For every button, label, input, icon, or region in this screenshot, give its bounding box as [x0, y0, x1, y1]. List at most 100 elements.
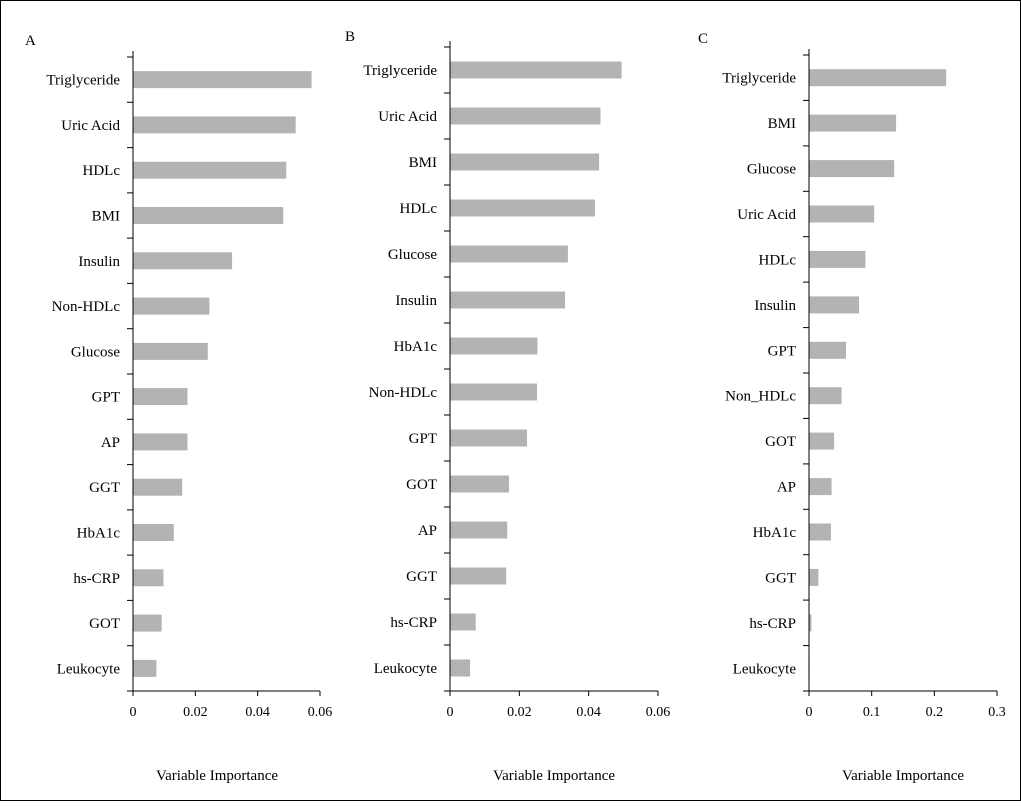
panel-b-category-label-0: Triglyceride [363, 63, 437, 79]
panel-c-category-label-2: Glucose [747, 162, 796, 178]
panel-c-bar-12 [809, 614, 812, 632]
panel-b-category-label-3: HDLc [400, 201, 438, 217]
panel-b-category-label-8: GPT [409, 431, 437, 447]
panel-a-bar-8 [133, 433, 188, 451]
panel-c-x-tick-label-2: 0.2 [926, 705, 944, 720]
panel-b-bar-0 [450, 61, 622, 79]
panel-a-category-label-0: Triglyceride [46, 73, 120, 89]
panel-b-category-label-2: BMI [409, 155, 437, 171]
panel-c-bar-5 [809, 296, 860, 314]
panel-c-category-label-10: HbA1c [753, 525, 797, 541]
panel-b-bar-12 [450, 613, 476, 631]
panel-a-category-label-6: Glucose [71, 344, 120, 360]
panel-c-category-label-3: Uric Acid [737, 207, 796, 223]
panel-a-bar-1 [133, 116, 296, 134]
panel-c-bar-0 [809, 69, 947, 87]
panel-b-category-label-4: Glucose [388, 247, 437, 263]
panel-a-category-label-7: GPT [92, 390, 120, 406]
panel-a-category-label-4: Insulin [78, 254, 120, 270]
panel-a-category-label-5: Non-HDLc [52, 299, 121, 315]
panel-a-category-label-11: hs-CRP [73, 571, 120, 587]
panel-c-letter: C [698, 31, 708, 47]
panel-c-category-label-1: BMI [768, 116, 796, 132]
panel-b-category-label-7: Non-HDLc [369, 385, 438, 401]
panel-c-category-label-11: GGT [765, 570, 796, 586]
panel-b-x-axis-title: Variable Importance [493, 768, 615, 784]
panel-b-bar-8 [450, 429, 527, 447]
panel-b: B Variable Importance Triglyceride Uric A… [345, 29, 670, 784]
panel-c-category-label-9: AP [777, 480, 796, 496]
panel-a-category-label-2: HDLc [83, 163, 121, 179]
panel-b-x-tick-label-0: 0 [447, 705, 454, 720]
panel-c-category-label-4: HDLc [759, 252, 797, 268]
panel-a-bar-10 [133, 524, 174, 541]
panel-b-bar-10 [450, 521, 508, 539]
panel-a-category-label-8: AP [101, 435, 120, 451]
panel-a-x-tick-label-0: 0 [130, 705, 137, 720]
panel-a-bar-12 [133, 614, 162, 632]
panel-a-bar-4 [133, 252, 233, 270]
panel-b-bar-13 [450, 659, 471, 677]
panel-c-bar-6 [809, 341, 846, 359]
panel-a-bar-3 [133, 207, 284, 224]
panel-b-bar-6 [450, 337, 538, 355]
panel-c-bar-1 [809, 114, 897, 132]
panel-a-category-label-3: BMI [92, 209, 120, 225]
panel-a-category-label-13: Leukocyte [57, 661, 121, 677]
panel-b-x-tick-label-2: 0.04 [576, 705, 601, 720]
panel-c-bar-11 [809, 568, 819, 586]
panel-c-category-label-7: Non_HDLc [725, 389, 796, 405]
panel-c-bar-2 [809, 160, 895, 178]
panel-b-bar-2 [450, 153, 600, 171]
panel-a-bar-7 [133, 388, 188, 406]
panel-b-bar-11 [450, 567, 507, 585]
panel-b-x-tick-label-3: 0.06 [646, 705, 671, 720]
panel-a-x-tick-label-1: 0.02 [183, 705, 208, 720]
panel-a-category-label-10: HbA1c [77, 526, 121, 542]
panel-c-category-label-6: GPT [768, 343, 796, 359]
panel-b-category-label-10: AP [418, 523, 437, 539]
panel-a: A Variable Importance Triglyceride Uric A… [25, 33, 332, 784]
panel-c-category-label-12: hs-CRP [749, 616, 796, 632]
panel-b-bar-1 [450, 107, 601, 125]
panel-b-bar-9 [450, 475, 509, 493]
panel-c-category-label-13: Leukocyte [733, 661, 797, 677]
panel-b-category-label-1: Uric Acid [378, 109, 437, 125]
panel-a-category-label-1: Uric Acid [61, 118, 120, 134]
panel-c-bar-10 [809, 523, 831, 541]
panel-c-x-tick-label-3: 0.3 [988, 705, 1006, 720]
panel-a-bar-6 [133, 342, 208, 360]
panel-a-x-tick-label-3: 0.06 [308, 705, 333, 720]
panel-c-category-label-0: Triglyceride [722, 71, 796, 87]
panel-c-category-label-5: Insulin [754, 298, 796, 314]
panel-b-letter: B [345, 29, 355, 45]
panel-b-category-label-9: GOT [406, 477, 437, 493]
panel-c-bar-3 [809, 205, 875, 223]
panel-c-bar-4 [809, 250, 866, 268]
panel-b-category-label-13: Leukocyte [374, 661, 438, 677]
panel-b-bar-5 [450, 291, 566, 309]
panel-b-category-label-5: Insulin [395, 293, 437, 309]
panel-a-bar-11 [133, 569, 164, 587]
panel-a-bar-9 [133, 478, 183, 496]
panel-b-category-label-12: hs-CRP [390, 615, 437, 631]
panel-b-bar-4 [450, 245, 568, 263]
panel-c-x-axis-title: Variable Importance [842, 768, 964, 784]
panel-a-bar-2 [133, 161, 287, 179]
panel-c-bar-8 [809, 432, 835, 450]
panel-a-category-label-12: GOT [89, 616, 120, 632]
panel-a-bar-13 [133, 659, 157, 677]
panel-c-category-label-8: GOT [765, 434, 796, 450]
panel-c-bar-7 [809, 387, 842, 405]
panel-a-bar-0 [133, 71, 312, 89]
panel-a-category-label-9: GGT [89, 480, 120, 496]
panel-b-category-label-6: HbA1c [394, 339, 438, 355]
panel-a-bar-5 [133, 297, 210, 315]
panel-a-letter: A [25, 33, 36, 49]
panel-b-category-label-11: GGT [406, 569, 437, 585]
panel-a-x-tick-label-2: 0.04 [245, 705, 270, 720]
panel-c-x-tick-label-0: 0 [806, 705, 813, 720]
panel-c-bar-9 [809, 478, 832, 496]
